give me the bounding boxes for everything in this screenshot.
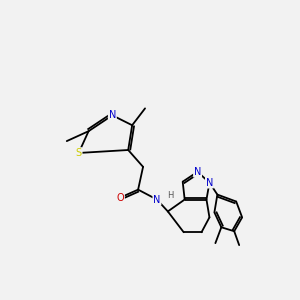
Text: N: N [194, 167, 201, 177]
Text: S: S [76, 148, 82, 158]
Text: N: N [109, 110, 116, 120]
Text: H: H [167, 191, 173, 200]
Text: N: N [153, 194, 161, 205]
Text: O: O [116, 193, 124, 202]
Text: N: N [206, 178, 213, 188]
